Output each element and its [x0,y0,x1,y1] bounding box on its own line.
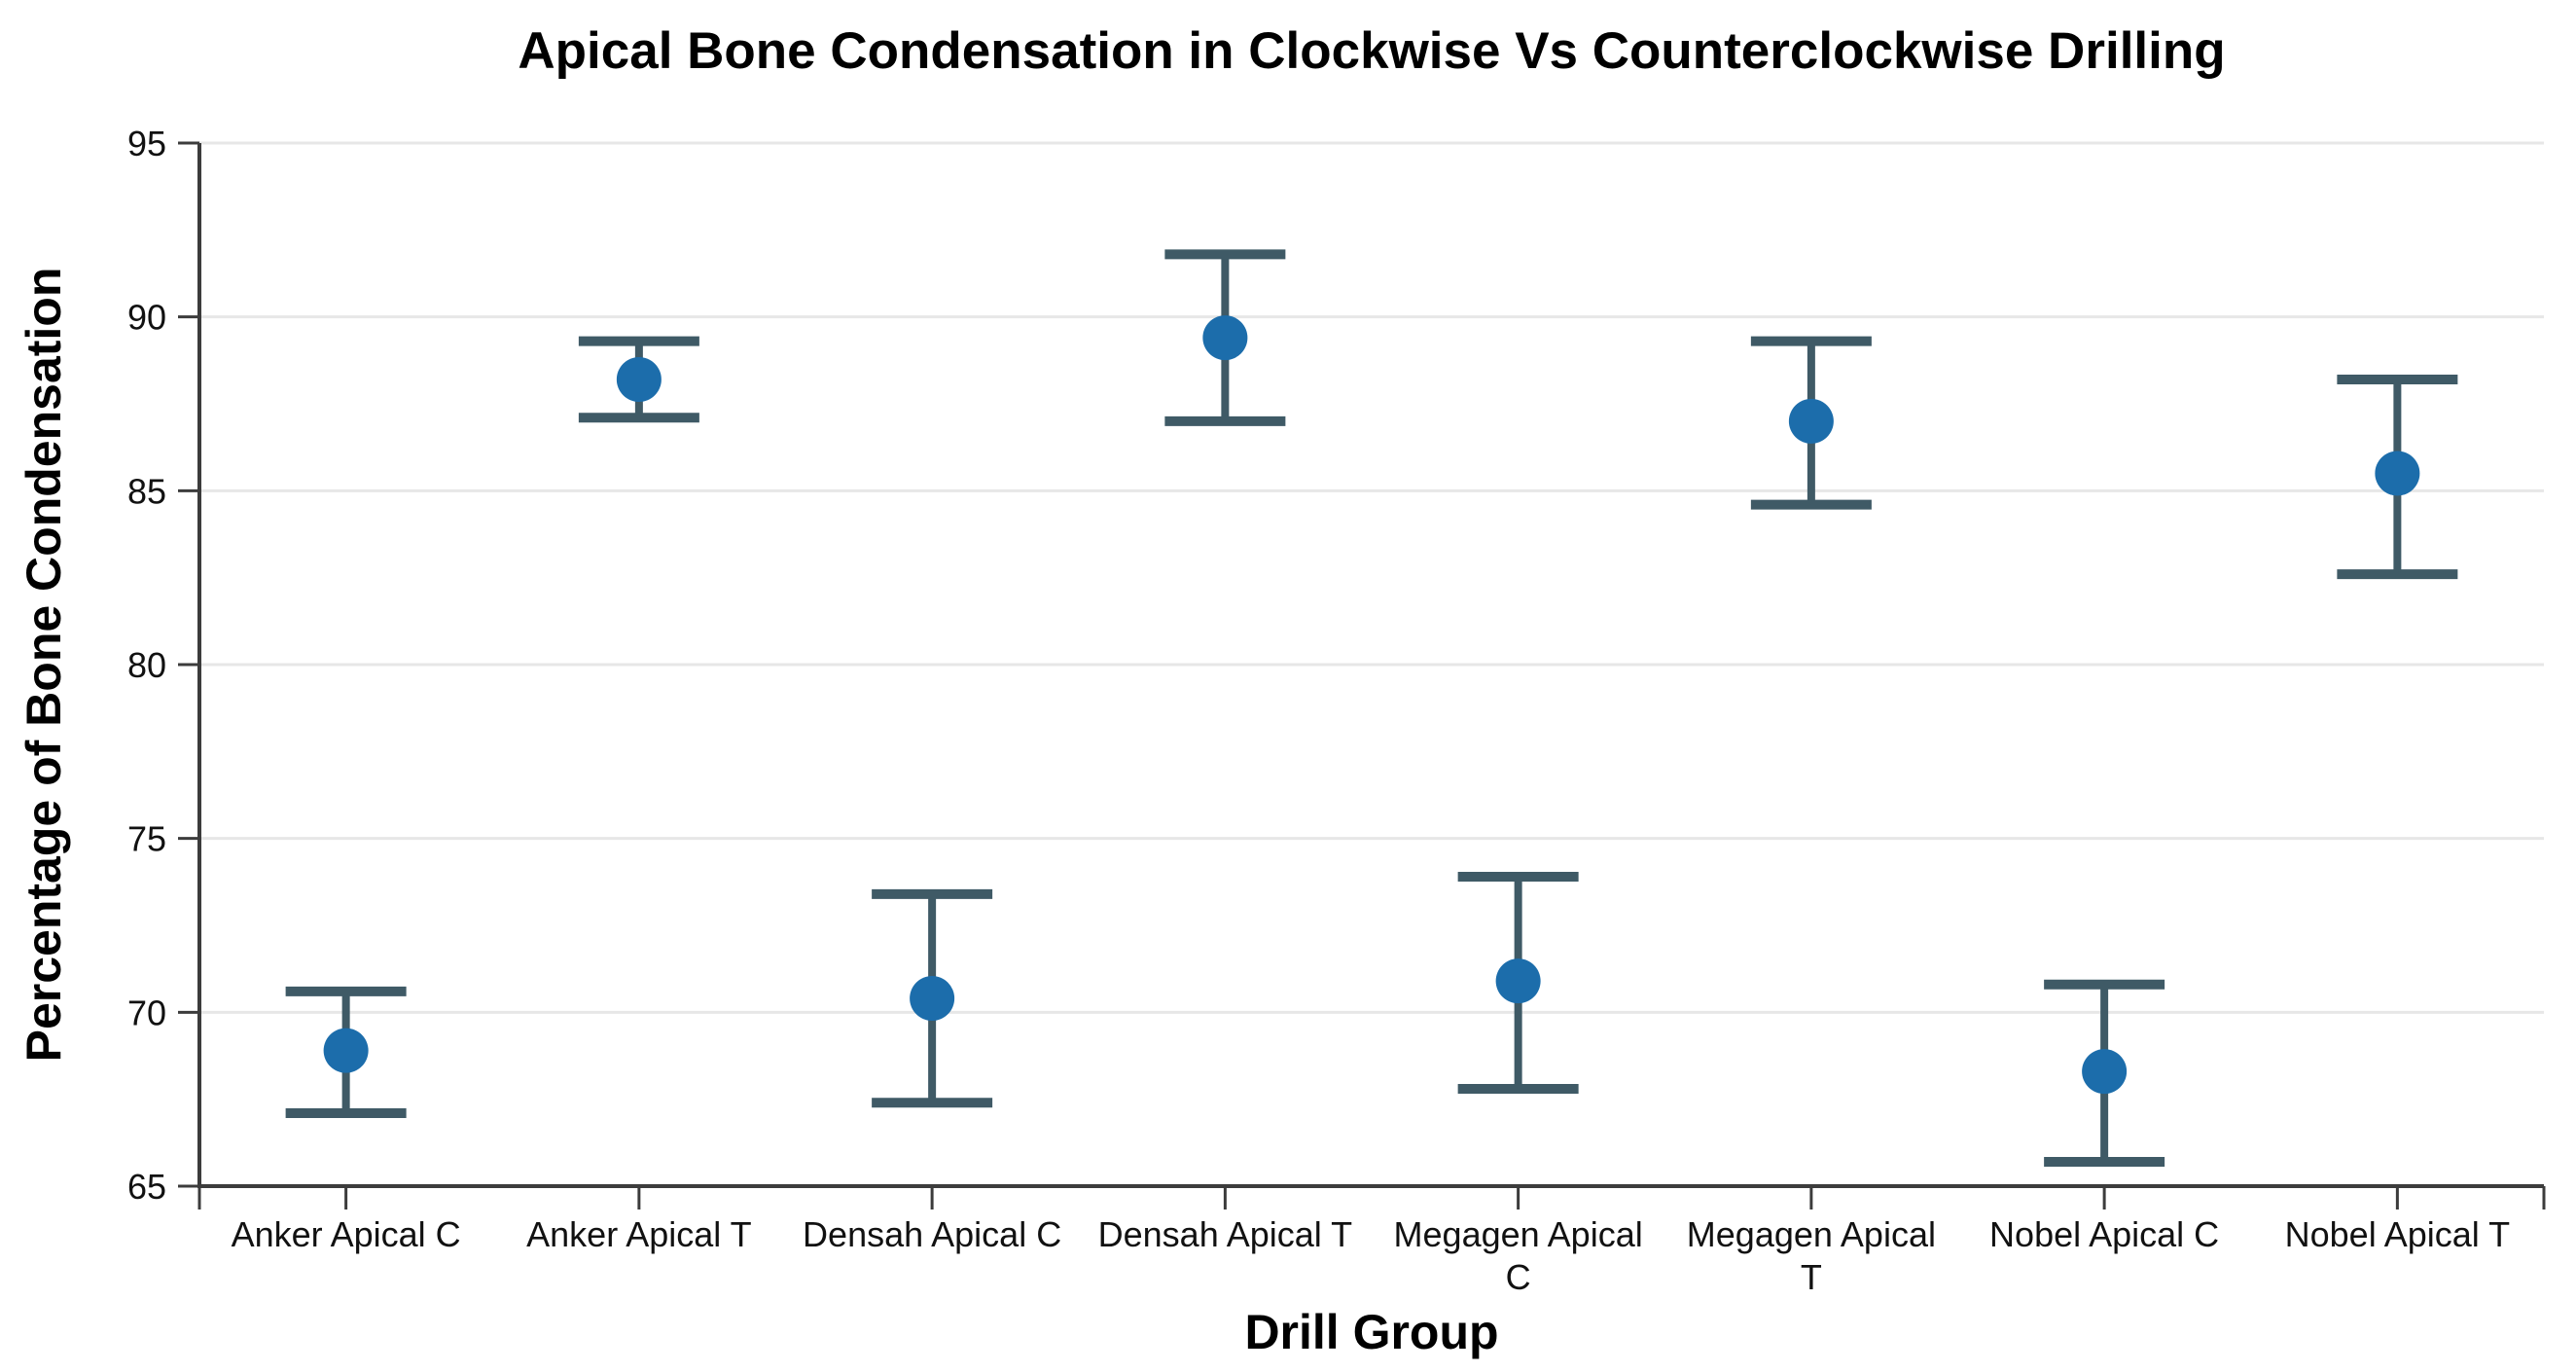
x-tick-label: Densah Apical C [803,1214,1061,1254]
error-bar-group [1457,871,1579,1094]
data-point-marker [910,976,955,1022]
y-tick-label: 90 [127,298,166,338]
x-tick-label: Nobel Apical C [1989,1214,2219,1254]
data-point-marker [323,1028,369,1073]
x-tick-label: Densah Apical T [1098,1214,1353,1254]
chart-title: Apical Bone Condensation in Clockwise Vs… [518,22,2225,80]
gridlines [199,141,2544,1014]
y-axis-title: Percentage of Bone Condensation [17,268,71,1063]
y-tick-label: 70 [127,993,166,1032]
y-tick-label: 80 [127,645,166,685]
data-point-marker [1202,315,1248,361]
x-tick-label: Anker Apical T [526,1214,751,1254]
data-point-marker [2375,451,2420,496]
error-bar-group [285,986,407,1118]
error-bar-group [872,888,993,1108]
y-axis-tick-labels: 65 70 75 80 85 90 95 [127,124,166,1207]
y-tick-label: 95 [127,124,166,163]
error-bar-group [578,336,699,423]
data-point-marker [2082,1049,2128,1095]
error-bar-group [2044,979,2165,1167]
data-point-marker [616,356,662,402]
y-tick-label: 85 [127,471,166,511]
x-tick-label: Anker Apical C [232,1214,461,1254]
error-bar-group [1164,249,1286,426]
data-point-marker [1495,958,1541,1004]
y-tick-label: 65 [127,1167,166,1207]
x-tick-label: Megagen Apical T [1687,1214,1936,1297]
y-tick-label: 75 [127,819,166,859]
error-bar-group [2337,374,2458,580]
data-series [285,249,2458,1167]
data-point-marker [1788,398,1834,444]
error-bar-group [1750,336,1872,510]
x-tick-label: Megagen Apical C [1394,1214,1643,1297]
x-axis-tick-labels: Anker Apical C Anker Apical T Densah Apica… [232,1214,2511,1297]
axes [178,141,2546,1210]
x-tick-label: Nobel Apical T [2285,1214,2510,1254]
x-axis-title: Drill Group [1244,1305,1498,1359]
